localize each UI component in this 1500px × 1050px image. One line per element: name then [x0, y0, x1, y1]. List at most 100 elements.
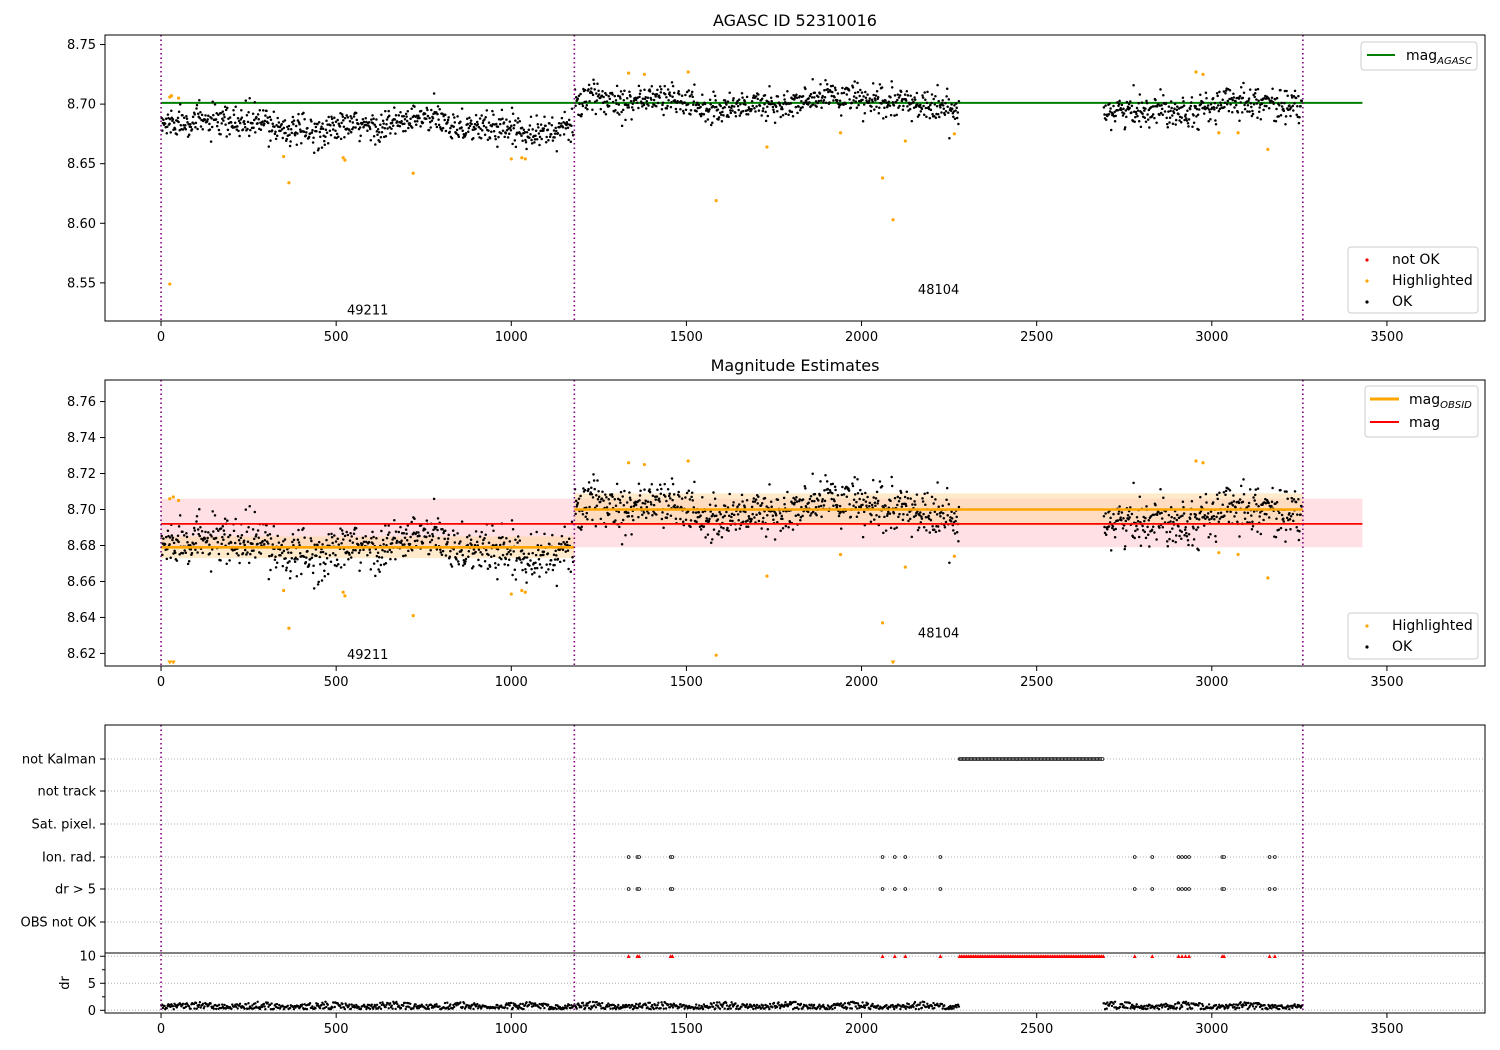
ok-point: [254, 131, 257, 134]
ok-point: [1199, 93, 1202, 96]
dr-point: [811, 1007, 814, 1010]
dr-point: [453, 1005, 456, 1009]
dr-point: [369, 1007, 372, 1011]
legend-mag-obsid-subscript: OBSID: [1440, 400, 1472, 411]
ok-point: [888, 104, 892, 107]
ok-point: [878, 106, 881, 109]
ok-point: [241, 128, 245, 131]
ok-point: [484, 533, 487, 537]
dr-point: [735, 1007, 738, 1010]
ok-point: [807, 501, 810, 504]
ok-point: [317, 147, 320, 150]
ok-point: [382, 122, 385, 125]
ok-point: [618, 498, 622, 502]
ok-point: [551, 533, 554, 537]
flag-marker: [1273, 855, 1277, 859]
dr-point: [165, 1007, 168, 1010]
ok-point: [267, 145, 271, 148]
ok-point: [277, 121, 281, 124]
ok-point: [853, 493, 857, 496]
ok-point: [426, 114, 430, 118]
highlighted-point: [168, 282, 172, 286]
ok-point: [496, 145, 499, 149]
ok-point: [705, 517, 708, 520]
ok-point: [533, 138, 537, 141]
ok-point: [273, 558, 277, 562]
ok-point: [1186, 539, 1190, 542]
ok-point: [288, 576, 292, 580]
ok-point: [313, 122, 316, 126]
ok-point: [416, 539, 419, 542]
ok-point: [1157, 510, 1160, 513]
ok-point: [423, 528, 427, 531]
ok-point: [220, 542, 223, 546]
ok-point: [868, 501, 872, 505]
ok-point: [185, 117, 189, 120]
dr-point: [325, 1005, 328, 1009]
ok-point: [833, 86, 837, 90]
ok-point: [949, 109, 953, 112]
ok-point: [252, 549, 255, 552]
ok-point: [586, 517, 589, 521]
dr-point: [385, 1003, 388, 1007]
highlighted-point: [686, 70, 690, 74]
legend-mag-obsid-label: magOBSID: [1409, 392, 1472, 411]
ok-point: [226, 128, 230, 132]
ok-point: [1184, 113, 1187, 116]
ok-point: [184, 124, 187, 127]
ok-point: [564, 127, 568, 130]
ok-point: [1195, 517, 1199, 521]
ok-point: [823, 95, 827, 99]
ok-point: [366, 553, 369, 557]
dr-point: [192, 1002, 195, 1006]
ok-point: [639, 506, 643, 509]
ok-point: [1165, 530, 1168, 534]
ok-point: [208, 122, 211, 126]
ok-point: [863, 112, 867, 115]
dr-point: [476, 1002, 479, 1006]
ok-point: [357, 551, 361, 554]
ok-point: [335, 136, 338, 140]
ok-point: [597, 489, 600, 493]
ok-point: [795, 93, 798, 96]
ok-point: [509, 553, 513, 556]
ok-point: [602, 110, 606, 114]
ok-point: [595, 504, 599, 508]
ok-point: [494, 137, 497, 141]
dr-point: [195, 1007, 198, 1010]
ok-point: [587, 88, 590, 91]
ok-point: [382, 543, 385, 546]
dr-point: [911, 1004, 914, 1007]
ok-point: [917, 526, 921, 529]
ok-point: [285, 137, 288, 141]
ok-point: [544, 571, 548, 574]
dr-point: [184, 1005, 188, 1008]
flag-marker: [1187, 855, 1191, 859]
ok-point: [522, 552, 526, 555]
ok-point: [1236, 111, 1240, 114]
ok-point: [1247, 504, 1250, 508]
ok-point: [650, 98, 653, 101]
ok-point: [287, 551, 290, 554]
dr-point: [214, 1007, 218, 1011]
ok-point: [474, 550, 477, 554]
ok-point: [727, 529, 730, 532]
legend-ok-marker: [1365, 645, 1369, 649]
ok-point: [651, 514, 654, 517]
ok-point: [487, 129, 490, 132]
ok-point: [753, 500, 757, 503]
dr-point: [856, 1007, 859, 1010]
dr-point: [636, 1007, 639, 1010]
ok-point: [802, 101, 806, 105]
dr-point: [913, 1000, 917, 1004]
highlighted-point: [1266, 576, 1270, 580]
ok-point: [507, 558, 511, 561]
dr-point: [451, 1007, 454, 1010]
ok-point: [385, 536, 389, 540]
ok-point: [198, 116, 202, 120]
ok-point: [799, 519, 802, 522]
ok-point: [455, 552, 459, 556]
ok-point: [833, 499, 836, 503]
ok-point: [345, 114, 348, 117]
dr-point: [320, 1003, 323, 1007]
